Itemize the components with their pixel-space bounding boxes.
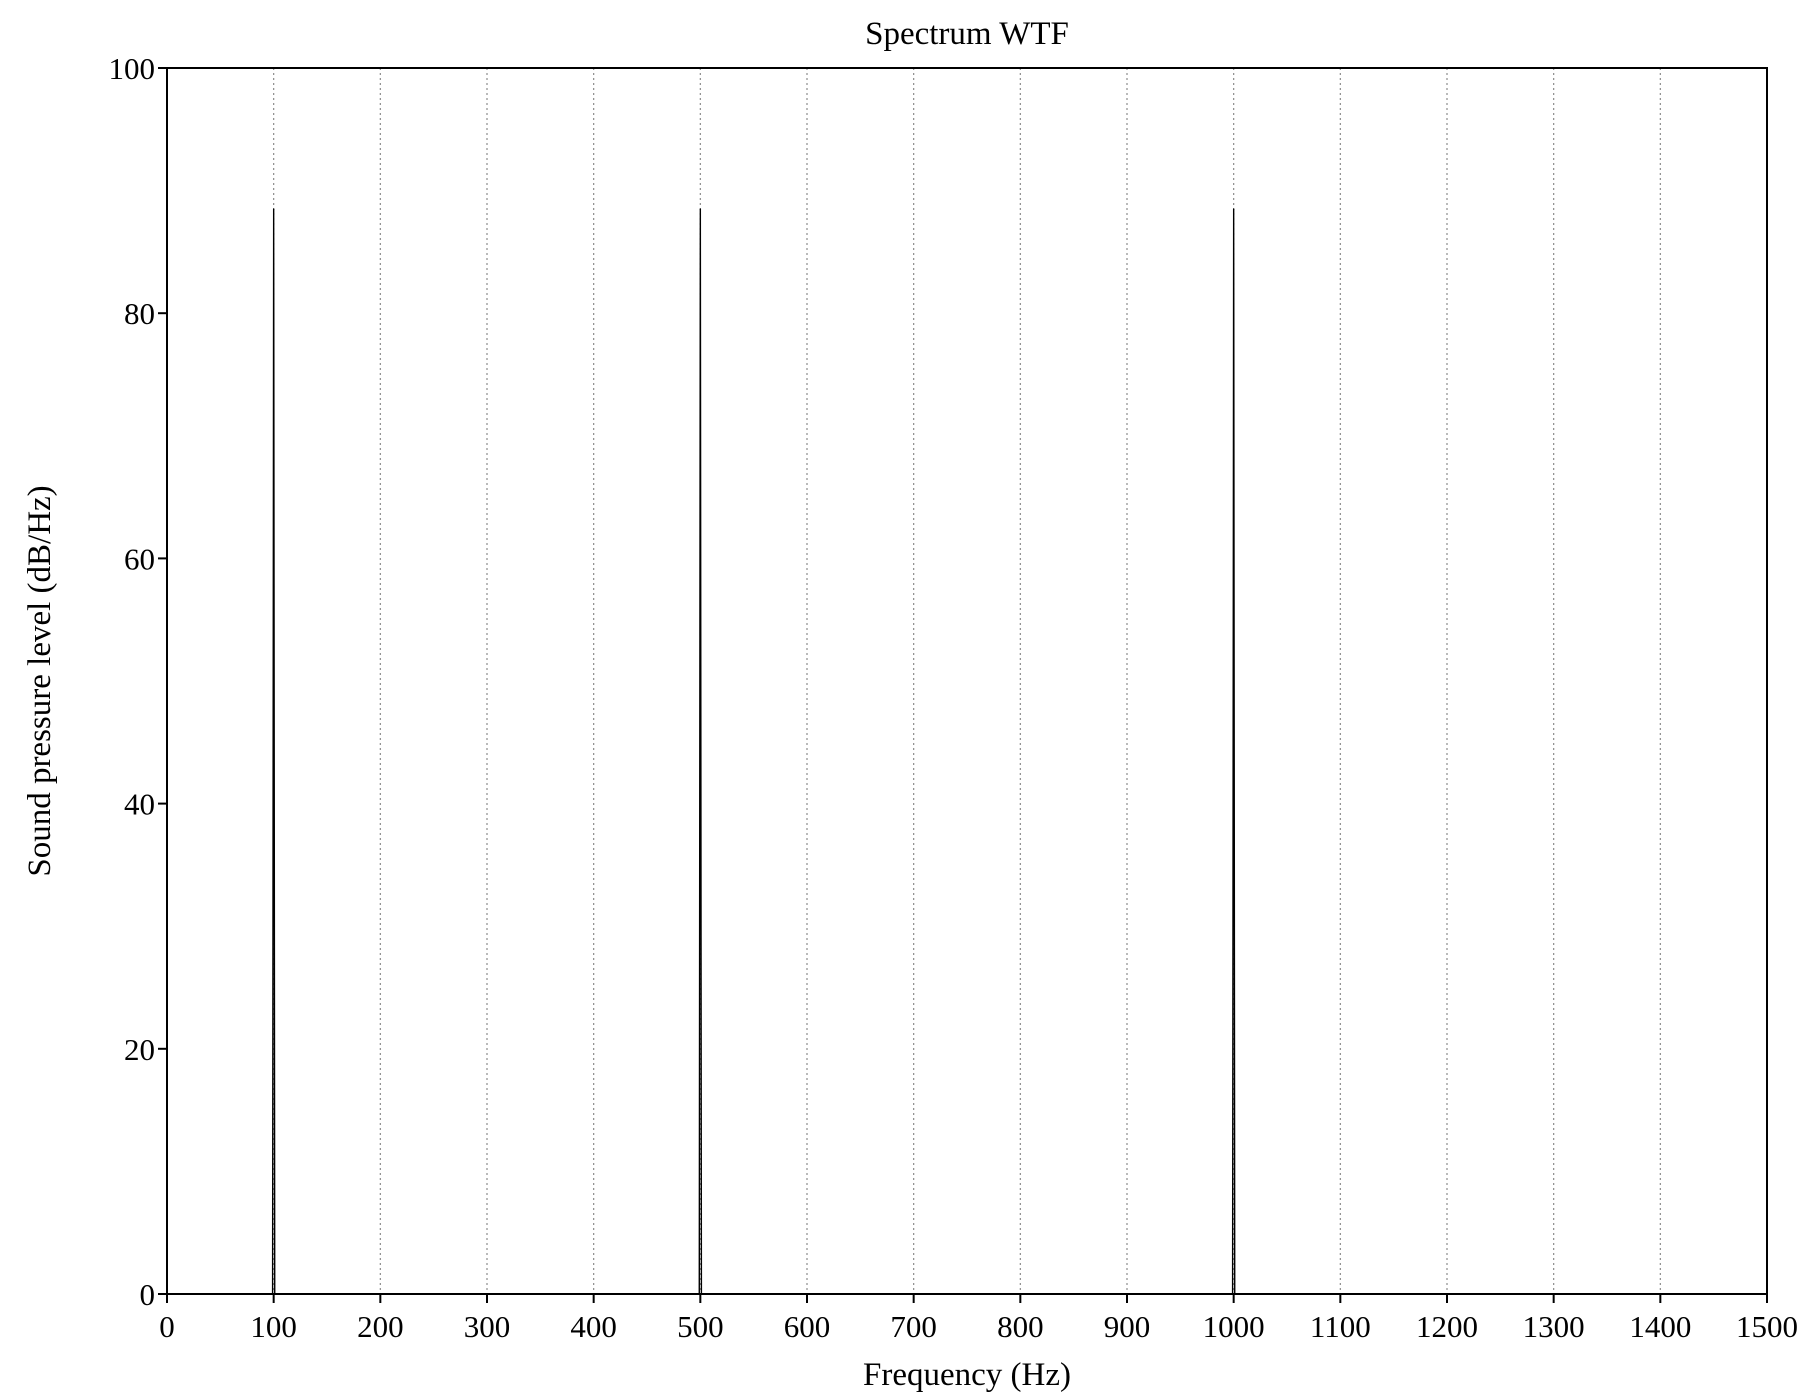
x-tick-label: 500 bbox=[677, 1309, 724, 1344]
x-tick-label: 600 bbox=[784, 1309, 831, 1344]
chart-title: Spectrum WTF bbox=[865, 16, 1069, 52]
y-tick-label: 40 bbox=[124, 787, 155, 822]
y-tick-label: 0 bbox=[140, 1277, 156, 1312]
x-tick-label: 1100 bbox=[1310, 1309, 1371, 1344]
x-tick-label: 200 bbox=[357, 1309, 404, 1344]
plot-frame bbox=[166, 67, 1768, 1295]
spectrum-peak bbox=[699, 208, 701, 210]
x-tick-label: 700 bbox=[890, 1309, 937, 1344]
x-tick-label: 100 bbox=[250, 1309, 297, 1344]
x-tick-label: 1400 bbox=[1629, 1309, 1691, 1344]
x-tick-label: 1000 bbox=[1203, 1309, 1265, 1344]
x-tick-label: 400 bbox=[570, 1309, 617, 1344]
grid-lines bbox=[273, 68, 1661, 1294]
y-tick-label: 100 bbox=[109, 51, 156, 86]
plot-area bbox=[167, 208, 1767, 1295]
y-tick-label: 80 bbox=[124, 296, 155, 331]
x-tick-label: 300 bbox=[464, 1309, 511, 1344]
spectrum-line bbox=[167, 208, 1767, 1295]
y-tick-label: 60 bbox=[124, 541, 155, 576]
spectrum-peak bbox=[1233, 208, 1235, 210]
x-tick-label: 800 bbox=[997, 1309, 1044, 1344]
y-axis: 0 20 40 60 80 100 bbox=[109, 51, 167, 1312]
spectrum-peak bbox=[273, 208, 275, 210]
x-tick-label: 0 bbox=[159, 1309, 175, 1344]
x-axis: 0 100 200 300 400 500 600 700 800 900 1000 1100 1200… bbox=[159, 1294, 1798, 1344]
x-tick-label: 1300 bbox=[1523, 1309, 1585, 1344]
x-tick-label: 1200 bbox=[1416, 1309, 1478, 1344]
y-tick-label: 20 bbox=[124, 1032, 155, 1067]
x-tick-label: 900 bbox=[1104, 1309, 1151, 1344]
y-axis-title: Sound pressure level (dB/Hz) bbox=[22, 485, 58, 876]
x-axis-title: Frequency (Hz) bbox=[863, 1357, 1071, 1393]
x-tick-label: 1500 bbox=[1736, 1309, 1798, 1344]
